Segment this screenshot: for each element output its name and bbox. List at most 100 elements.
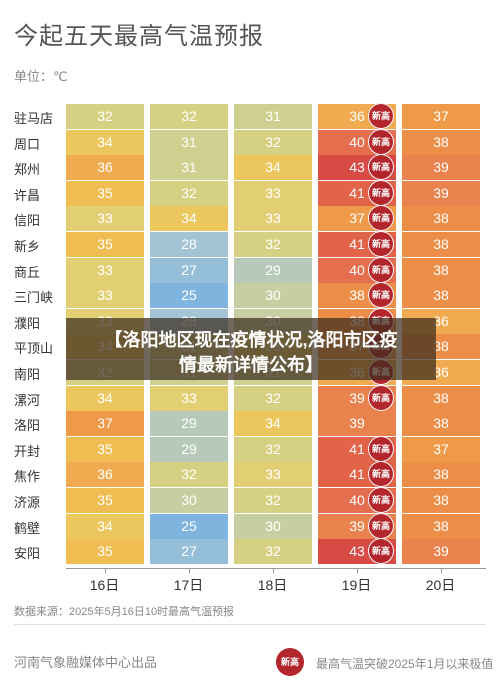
headline-line-2: 情最新详情公布】	[179, 355, 323, 375]
heatmap-cell: 31	[150, 155, 228, 181]
legend-text: 最高气温突破2025年1月以来极值	[316, 657, 494, 671]
record-badge: 新高	[368, 154, 394, 181]
heatmap-cell: 36	[66, 155, 144, 181]
heatmap-cell: 38	[402, 206, 480, 232]
row-label: 商丘	[14, 264, 41, 280]
row-label: 开封	[14, 443, 41, 459]
row-label: 安阳	[14, 546, 41, 562]
heatmap-cell: 39	[402, 155, 480, 181]
heatmap-cell: 38	[402, 232, 480, 257]
x-tick	[189, 568, 190, 573]
heatmap-cell: 33	[66, 206, 144, 232]
row-label: 南阳	[14, 367, 41, 382]
heatmap-cell: 38	[402, 488, 480, 513]
record-badge: 新高	[368, 461, 394, 488]
record-badge: 新高	[368, 512, 394, 539]
publisher: 河南气象融媒体中心出品	[14, 655, 158, 670]
row-label: 周口	[14, 136, 41, 152]
x-tick	[105, 568, 106, 573]
record-badge: 新高	[368, 538, 394, 565]
heatmap-cell: 36	[66, 462, 144, 488]
record-badge: 新高	[368, 205, 394, 232]
heatmap-cell: 33	[150, 385, 228, 411]
heatmap-cell: 31	[150, 129, 228, 155]
x-tick-label: 17日	[173, 577, 204, 593]
heatmap-cell: 39	[402, 180, 480, 206]
heatmap-cell: 32	[234, 539, 312, 565]
x-tick-label: 20日	[425, 577, 456, 593]
heatmap-cell: 34	[66, 513, 144, 539]
row-label: 驻马店	[14, 111, 54, 126]
record-badge: 新高	[368, 487, 394, 513]
row-label: 许昌	[14, 187, 41, 203]
heatmap-cell: 33	[234, 180, 312, 206]
footer-divider	[14, 624, 486, 625]
heatmap-cell: 38	[402, 385, 480, 411]
heatmap-cell: 25	[150, 513, 228, 539]
heatmap-cell: 32	[150, 180, 228, 206]
heatmap-cell: 32	[234, 436, 312, 462]
heatmap-cell: 34	[234, 411, 312, 437]
heatmap-cell: 35	[66, 488, 144, 513]
heatmap-cell: 38	[402, 257, 480, 283]
heatmap-cell: 35	[66, 180, 144, 206]
row-label: 济源	[14, 495, 41, 510]
record-badge: 新高	[368, 256, 394, 283]
heatmap-cell: 37	[402, 436, 480, 462]
heatmap-cell: 32	[234, 488, 312, 513]
record-badge: 新高	[368, 435, 394, 462]
data-source: 数据来源：2025年5月16日10时最高气温预报	[14, 606, 235, 618]
heatmap-cell: 35	[66, 232, 144, 257]
heatmap-cell: 29	[234, 257, 312, 283]
row-label: 濮阳	[14, 315, 41, 331]
row-label: 郑州	[14, 162, 41, 178]
headline-line-1: 【洛阳地区现在疫情状况,洛阳市区疫	[104, 330, 398, 350]
heatmap-cell: 30	[150, 488, 228, 513]
heatmap-cell: 32	[234, 129, 312, 155]
x-tick-label: 19日	[341, 577, 372, 593]
heatmap-cell: 35	[66, 436, 144, 462]
heatmap-cell: 37	[402, 104, 480, 129]
record-badge: 新高	[368, 231, 394, 257]
heatmap-cell: 38	[402, 411, 480, 437]
row-label: 三门峡	[14, 290, 54, 306]
heatmap-cell: 37	[66, 411, 144, 437]
heatmap-cell: 35	[66, 539, 144, 565]
record-badge: 新高	[368, 128, 394, 155]
heatmap-cell: 32	[150, 462, 228, 488]
record-badge: 新高	[368, 179, 394, 206]
x-tick	[357, 568, 358, 573]
unit-label: 单位：℃	[14, 69, 68, 84]
heatmap-cell: 27	[150, 257, 228, 283]
heatmap-cell: 28	[150, 232, 228, 257]
x-tick	[441, 568, 442, 573]
heatmap-cell: 30	[234, 283, 312, 309]
record-badge: 新高	[368, 384, 394, 411]
heatmap-cell: 32	[66, 104, 144, 129]
heatmap-cell: 38	[402, 129, 480, 155]
record-badge: 新高	[368, 103, 394, 129]
x-tick-label: 16日	[89, 577, 120, 593]
heatmap-cell: 27	[150, 539, 228, 565]
heatmap-cell: 25	[150, 283, 228, 309]
heatmap-cell: 33	[66, 283, 144, 309]
legend-record-badge: 新高	[276, 648, 304, 676]
heatmap-cell: 29	[150, 436, 228, 462]
heatmap-cell: 38	[402, 513, 480, 539]
x-tick-label: 18日	[257, 577, 288, 593]
heatmap-cell: 39	[402, 539, 480, 565]
x-tick	[273, 568, 274, 573]
heatmap-cell: 30	[234, 513, 312, 539]
heatmap-cell: 29	[150, 411, 228, 437]
headline-overlay[interactable]: 【洛阳地区现在疫情状况,洛阳市区疫 情最新详情公布】	[66, 318, 436, 380]
row-label: 焦作	[14, 469, 41, 485]
heatmap-cell: 33	[66, 257, 144, 283]
row-label: 鹤壁	[14, 520, 41, 536]
heatmap-cell: 39	[318, 411, 396, 437]
row-label: 洛阳	[14, 418, 41, 434]
row-label: 漯河	[14, 392, 41, 408]
row-label: 平顶山	[14, 341, 54, 357]
record-badge: 新高	[368, 282, 394, 309]
heatmap-cell: 33	[234, 206, 312, 232]
heatmap-cell: 34	[234, 155, 312, 181]
